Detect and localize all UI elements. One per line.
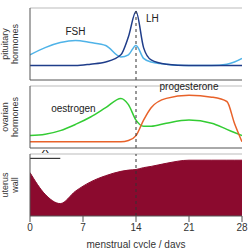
svg-text:ovarianhormones: ovarianhormones — [8, 96, 20, 137]
svg-text:uteruswall: uteruswall — [8, 172, 20, 198]
svg-text:FSH: FSH — [65, 26, 85, 37]
svg-text:14: 14 — [130, 222, 142, 233]
svg-text:oestrogen: oestrogen — [51, 103, 95, 114]
svg-text:pituitaryhormones: pituitaryhormones — [8, 23, 20, 64]
svg-text:LH: LH — [146, 13, 159, 24]
svg-text:0: 0 — [27, 222, 33, 233]
svg-text:21: 21 — [183, 222, 195, 233]
svg-text:X: X — [41, 150, 49, 155]
svg-text:7: 7 — [80, 222, 86, 233]
svg-text:menstrual cycle / days: menstrual cycle / days — [87, 239, 186, 248]
svg-text:28: 28 — [236, 222, 242, 233]
svg-text:progesterone: progesterone — [160, 82, 219, 92]
